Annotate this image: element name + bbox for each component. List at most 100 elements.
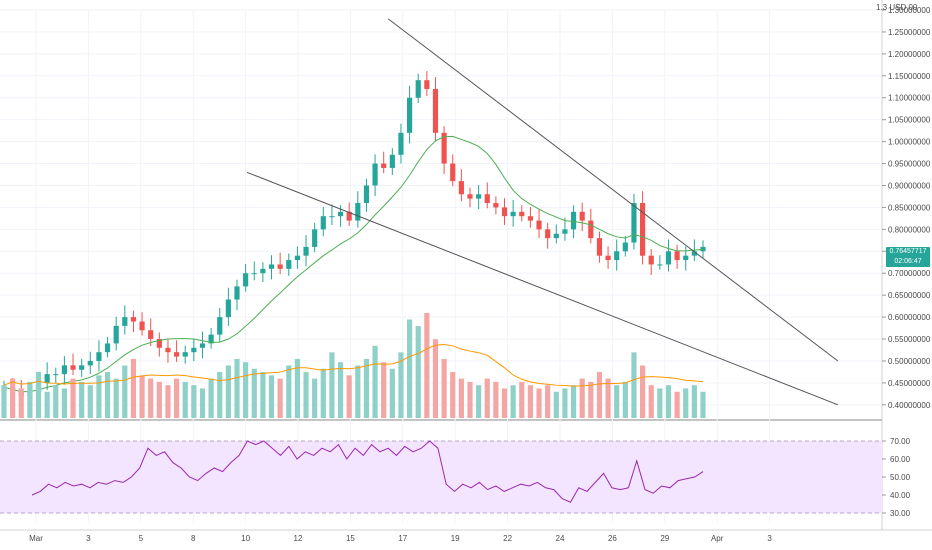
- volume-average-line: [3, 343, 704, 387]
- candle-body: [277, 264, 283, 269]
- volume-bar: [450, 372, 456, 418]
- rsi-tick-label: 70.00: [890, 437, 911, 446]
- moving-average-line: [3, 135, 704, 393]
- candle-body: [208, 334, 214, 344]
- candle-body: [156, 339, 162, 348]
- volume-bar: [363, 358, 370, 418]
- rsi-band: [0, 441, 882, 513]
- volume-bar: [346, 375, 352, 418]
- volume-bar: [510, 385, 516, 418]
- volume-bar: [432, 339, 439, 418]
- date-tick-label: 22: [503, 534, 512, 543]
- price-tick-label: 1.05000000: [888, 116, 931, 125]
- rsi-tick-label: 30.00: [890, 509, 911, 518]
- volume-bar: [251, 368, 257, 418]
- price-tick-label: 1.15000000: [888, 72, 931, 81]
- candle-body: [562, 229, 568, 234]
- price-tick-label: 1.10000000: [888, 94, 931, 103]
- date-tick-label: 5: [139, 534, 144, 543]
- candle-body: [579, 211, 585, 221]
- candle-body: [199, 343, 206, 348]
- candle-body: [648, 255, 654, 265]
- volume-bar: [562, 388, 568, 418]
- candle-body: [432, 88, 439, 133]
- date-tick-label: 8: [191, 534, 196, 543]
- volume-bar: [320, 368, 326, 418]
- volume-bar: [104, 372, 111, 418]
- candle-body: [243, 273, 249, 287]
- candle-body: [381, 163, 387, 168]
- candle-body: [501, 207, 508, 217]
- volume-bar: [674, 391, 680, 418]
- candle-body: [527, 216, 533, 221]
- volume-bar: [329, 352, 335, 418]
- date-tick-label: 10: [241, 534, 250, 543]
- volume-bar: [415, 326, 421, 418]
- volume-bar: [1, 385, 7, 418]
- candle-body: [320, 216, 326, 230]
- volume-bar: [657, 388, 663, 418]
- volume-bar: [536, 388, 542, 418]
- date-tick-label: 29: [660, 534, 669, 543]
- candle-body: [424, 80, 430, 89]
- volume-bar: [165, 385, 171, 418]
- price-tick-label: 1.30000000: [888, 6, 931, 15]
- volume-bar: [424, 313, 430, 418]
- candle-body: [70, 365, 76, 370]
- candle-body: [545, 229, 551, 239]
- volume-bar: [286, 365, 292, 418]
- volume-bar: [208, 378, 214, 418]
- volume-bar: [467, 381, 473, 418]
- date-tick-label: 12: [294, 534, 303, 543]
- candle-body: [294, 255, 300, 261]
- volume-bar: [96, 375, 102, 418]
- volume-bar: [691, 385, 697, 418]
- currency-label: 1.3 USD 00: [876, 3, 918, 12]
- candle-body: [225, 299, 231, 318]
- bar-countdown: 02:06:47: [894, 258, 922, 265]
- volume-bar: [113, 378, 119, 418]
- candle-body: [104, 343, 111, 353]
- volume-bar: [260, 372, 266, 418]
- volume-bar: [139, 375, 145, 418]
- candle-body: [372, 163, 378, 186]
- price-tick-label: 0.95000000: [888, 160, 931, 169]
- volume-bar: [553, 391, 559, 418]
- volume-bar: [622, 381, 628, 418]
- rsi-tick-label: 50.00: [890, 473, 911, 482]
- date-tick-label: Apr: [711, 534, 724, 543]
- candle-body: [640, 203, 646, 256]
- volume-bar: [355, 365, 361, 418]
- volume-bar: [398, 352, 404, 418]
- date-tick-label: 24: [556, 534, 565, 543]
- volume-bar: [268, 375, 275, 418]
- price-tick-label: 0.65000000: [888, 291, 931, 300]
- candle-body: [303, 246, 309, 256]
- candle-body: [683, 255, 689, 261]
- date-tick-label: 26: [608, 534, 617, 543]
- volume-bar: [217, 372, 223, 418]
- volume-bar: [545, 385, 551, 418]
- volume-bar: [372, 345, 378, 418]
- volume-bar: [277, 378, 283, 418]
- candle-body: [510, 211, 516, 217]
- volume-bar: [10, 378, 16, 418]
- price-tick-label: 0.80000000: [888, 225, 931, 234]
- candle-body: [346, 211, 352, 221]
- candle-body: [674, 251, 680, 261]
- trendline: [387, 18, 839, 362]
- candle-body: [389, 154, 395, 168]
- price-tick-label: 0.40000000: [888, 401, 931, 410]
- price-tick-label: 1.20000000: [888, 50, 931, 59]
- volume-bar: [225, 365, 231, 418]
- volume-bar: [199, 388, 206, 418]
- volume-bar: [407, 319, 413, 418]
- candle-body: [570, 211, 577, 230]
- candle-body: [130, 317, 137, 322]
- candle-body: [605, 255, 611, 261]
- candle-body: [234, 286, 240, 300]
- volume-bar: [458, 378, 464, 418]
- candle-body: [251, 273, 257, 275]
